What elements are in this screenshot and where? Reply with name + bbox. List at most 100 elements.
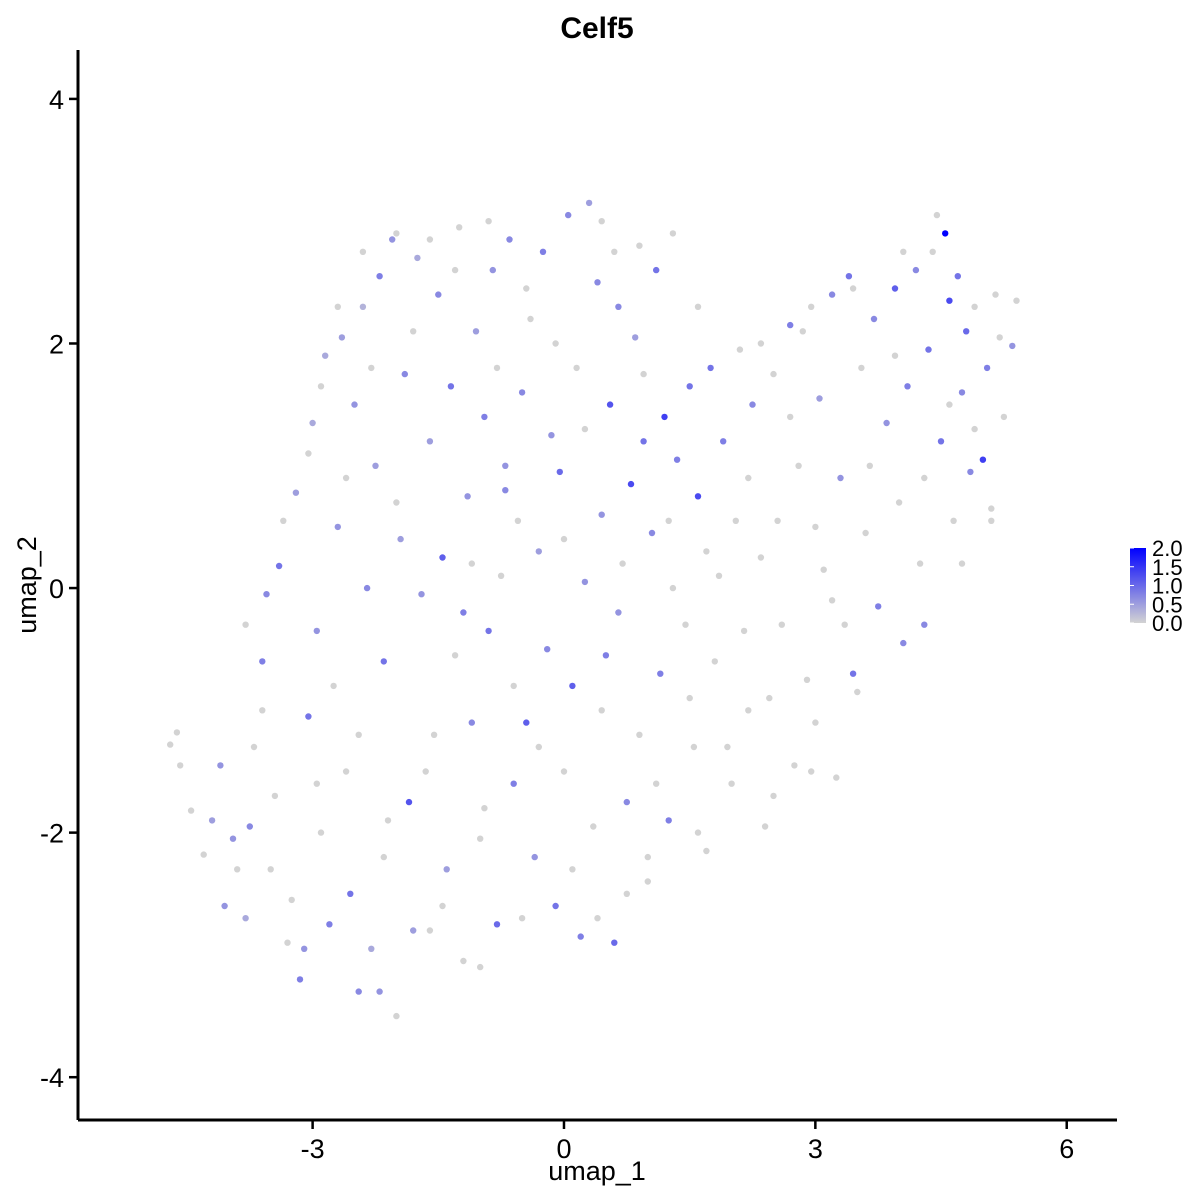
scatter-point <box>518 915 526 922</box>
scatter-point <box>770 792 777 800</box>
scatter-point <box>359 303 367 310</box>
scatter-point <box>870 315 878 323</box>
scatter-point <box>330 682 337 690</box>
scatter-point <box>644 853 651 861</box>
scatter-point <box>891 352 899 359</box>
scatter-point <box>606 401 614 408</box>
y-axis-title: umap_2 <box>12 536 42 634</box>
scatter-point <box>925 346 932 353</box>
scatter-point <box>380 658 387 665</box>
scatter-point <box>703 847 710 855</box>
scatter-point <box>317 383 325 390</box>
scatter-point <box>510 780 517 787</box>
x-axis-ticks: -3 0 3 6 <box>301 1120 1074 1164</box>
scatter-point <box>749 401 756 408</box>
scatter-point <box>904 383 911 390</box>
scatter-point <box>757 554 765 561</box>
y-tick-label: -4 <box>40 1063 64 1093</box>
scatter-point <box>732 517 739 524</box>
scatter-point <box>686 694 693 702</box>
scatter-point <box>594 915 601 922</box>
scatter-point <box>841 621 848 628</box>
scatter-point <box>535 743 542 751</box>
scatter-point <box>322 352 329 359</box>
y-tick-label: 4 <box>49 85 64 115</box>
scatter-point <box>544 646 551 653</box>
scatter-point <box>497 572 505 579</box>
scatter-point <box>393 230 400 237</box>
scatter-point <box>451 652 459 659</box>
y-tick-label: 0 <box>49 574 64 604</box>
scatter-point <box>1013 297 1020 304</box>
x-tick-label: 6 <box>1059 1134 1074 1164</box>
scatter-point <box>854 688 861 696</box>
scatter-point <box>808 768 815 775</box>
scatter-point <box>296 976 304 983</box>
scatter-point <box>615 303 622 310</box>
scatter-point <box>791 762 798 769</box>
scatter-point <box>891 285 899 292</box>
scatter-point <box>661 413 668 421</box>
scatter-point <box>221 902 228 910</box>
scatter-point <box>958 389 966 396</box>
scatter-point <box>740 627 748 635</box>
scatter-point <box>301 945 308 952</box>
scatter-point <box>177 762 184 769</box>
scatter-point <box>590 823 597 830</box>
scatter-point <box>648 529 656 537</box>
scatter-point <box>200 851 207 858</box>
scatter-point <box>636 242 643 249</box>
scatter-point <box>242 621 249 628</box>
scatter-point <box>477 963 484 971</box>
scatter-point <box>828 597 836 604</box>
scatter-point <box>430 731 438 738</box>
scatter-point <box>787 413 794 421</box>
scatter-point <box>875 603 882 610</box>
scatter-point <box>393 1012 400 1020</box>
scatter-point <box>569 866 576 873</box>
scatter-point <box>410 927 417 934</box>
scatter-point <box>828 291 836 298</box>
scatter-point <box>271 792 279 800</box>
scatter-point <box>594 279 601 286</box>
scatter-point <box>447 383 455 390</box>
scatter-point <box>615 609 622 616</box>
scatter-point <box>552 340 559 347</box>
scatter-point <box>456 224 463 231</box>
scatter-point <box>761 823 769 830</box>
scatter-point <box>686 383 693 390</box>
scatter-point <box>912 266 920 274</box>
scatter-point <box>401 370 408 378</box>
scatter-point <box>426 438 434 445</box>
scatter-point <box>820 566 827 573</box>
scatter-point <box>280 517 287 524</box>
scatter-point <box>849 285 857 292</box>
scatter-point <box>849 670 857 677</box>
scatter-point <box>229 835 237 842</box>
scatter-point <box>493 921 501 928</box>
scatter-point <box>619 560 626 567</box>
scatter-point <box>866 462 873 469</box>
scatter-point <box>414 254 421 262</box>
scatter-point <box>250 743 258 751</box>
scatter-point <box>234 866 241 873</box>
scatter-point <box>581 578 589 586</box>
scatter-point <box>288 896 295 904</box>
scatter-point <box>950 517 957 524</box>
scatter-point <box>460 609 467 616</box>
scatter-point <box>506 236 513 243</box>
scatter-point <box>632 334 639 341</box>
scatter-point <box>883 419 890 427</box>
scatter-point <box>598 511 605 518</box>
scatter-point <box>900 248 907 255</box>
scatter-point <box>376 273 383 280</box>
scatter-point <box>355 988 362 995</box>
scatter-point <box>711 658 718 665</box>
color-scale-labels: 2.01.51.00.50.0 <box>1130 536 1183 636</box>
scatter-point <box>812 719 819 726</box>
scatter-point <box>585 199 593 207</box>
scatter-point <box>598 218 605 225</box>
color-scale-label: 0.0 <box>1152 611 1183 636</box>
scatter-point <box>937 438 945 445</box>
